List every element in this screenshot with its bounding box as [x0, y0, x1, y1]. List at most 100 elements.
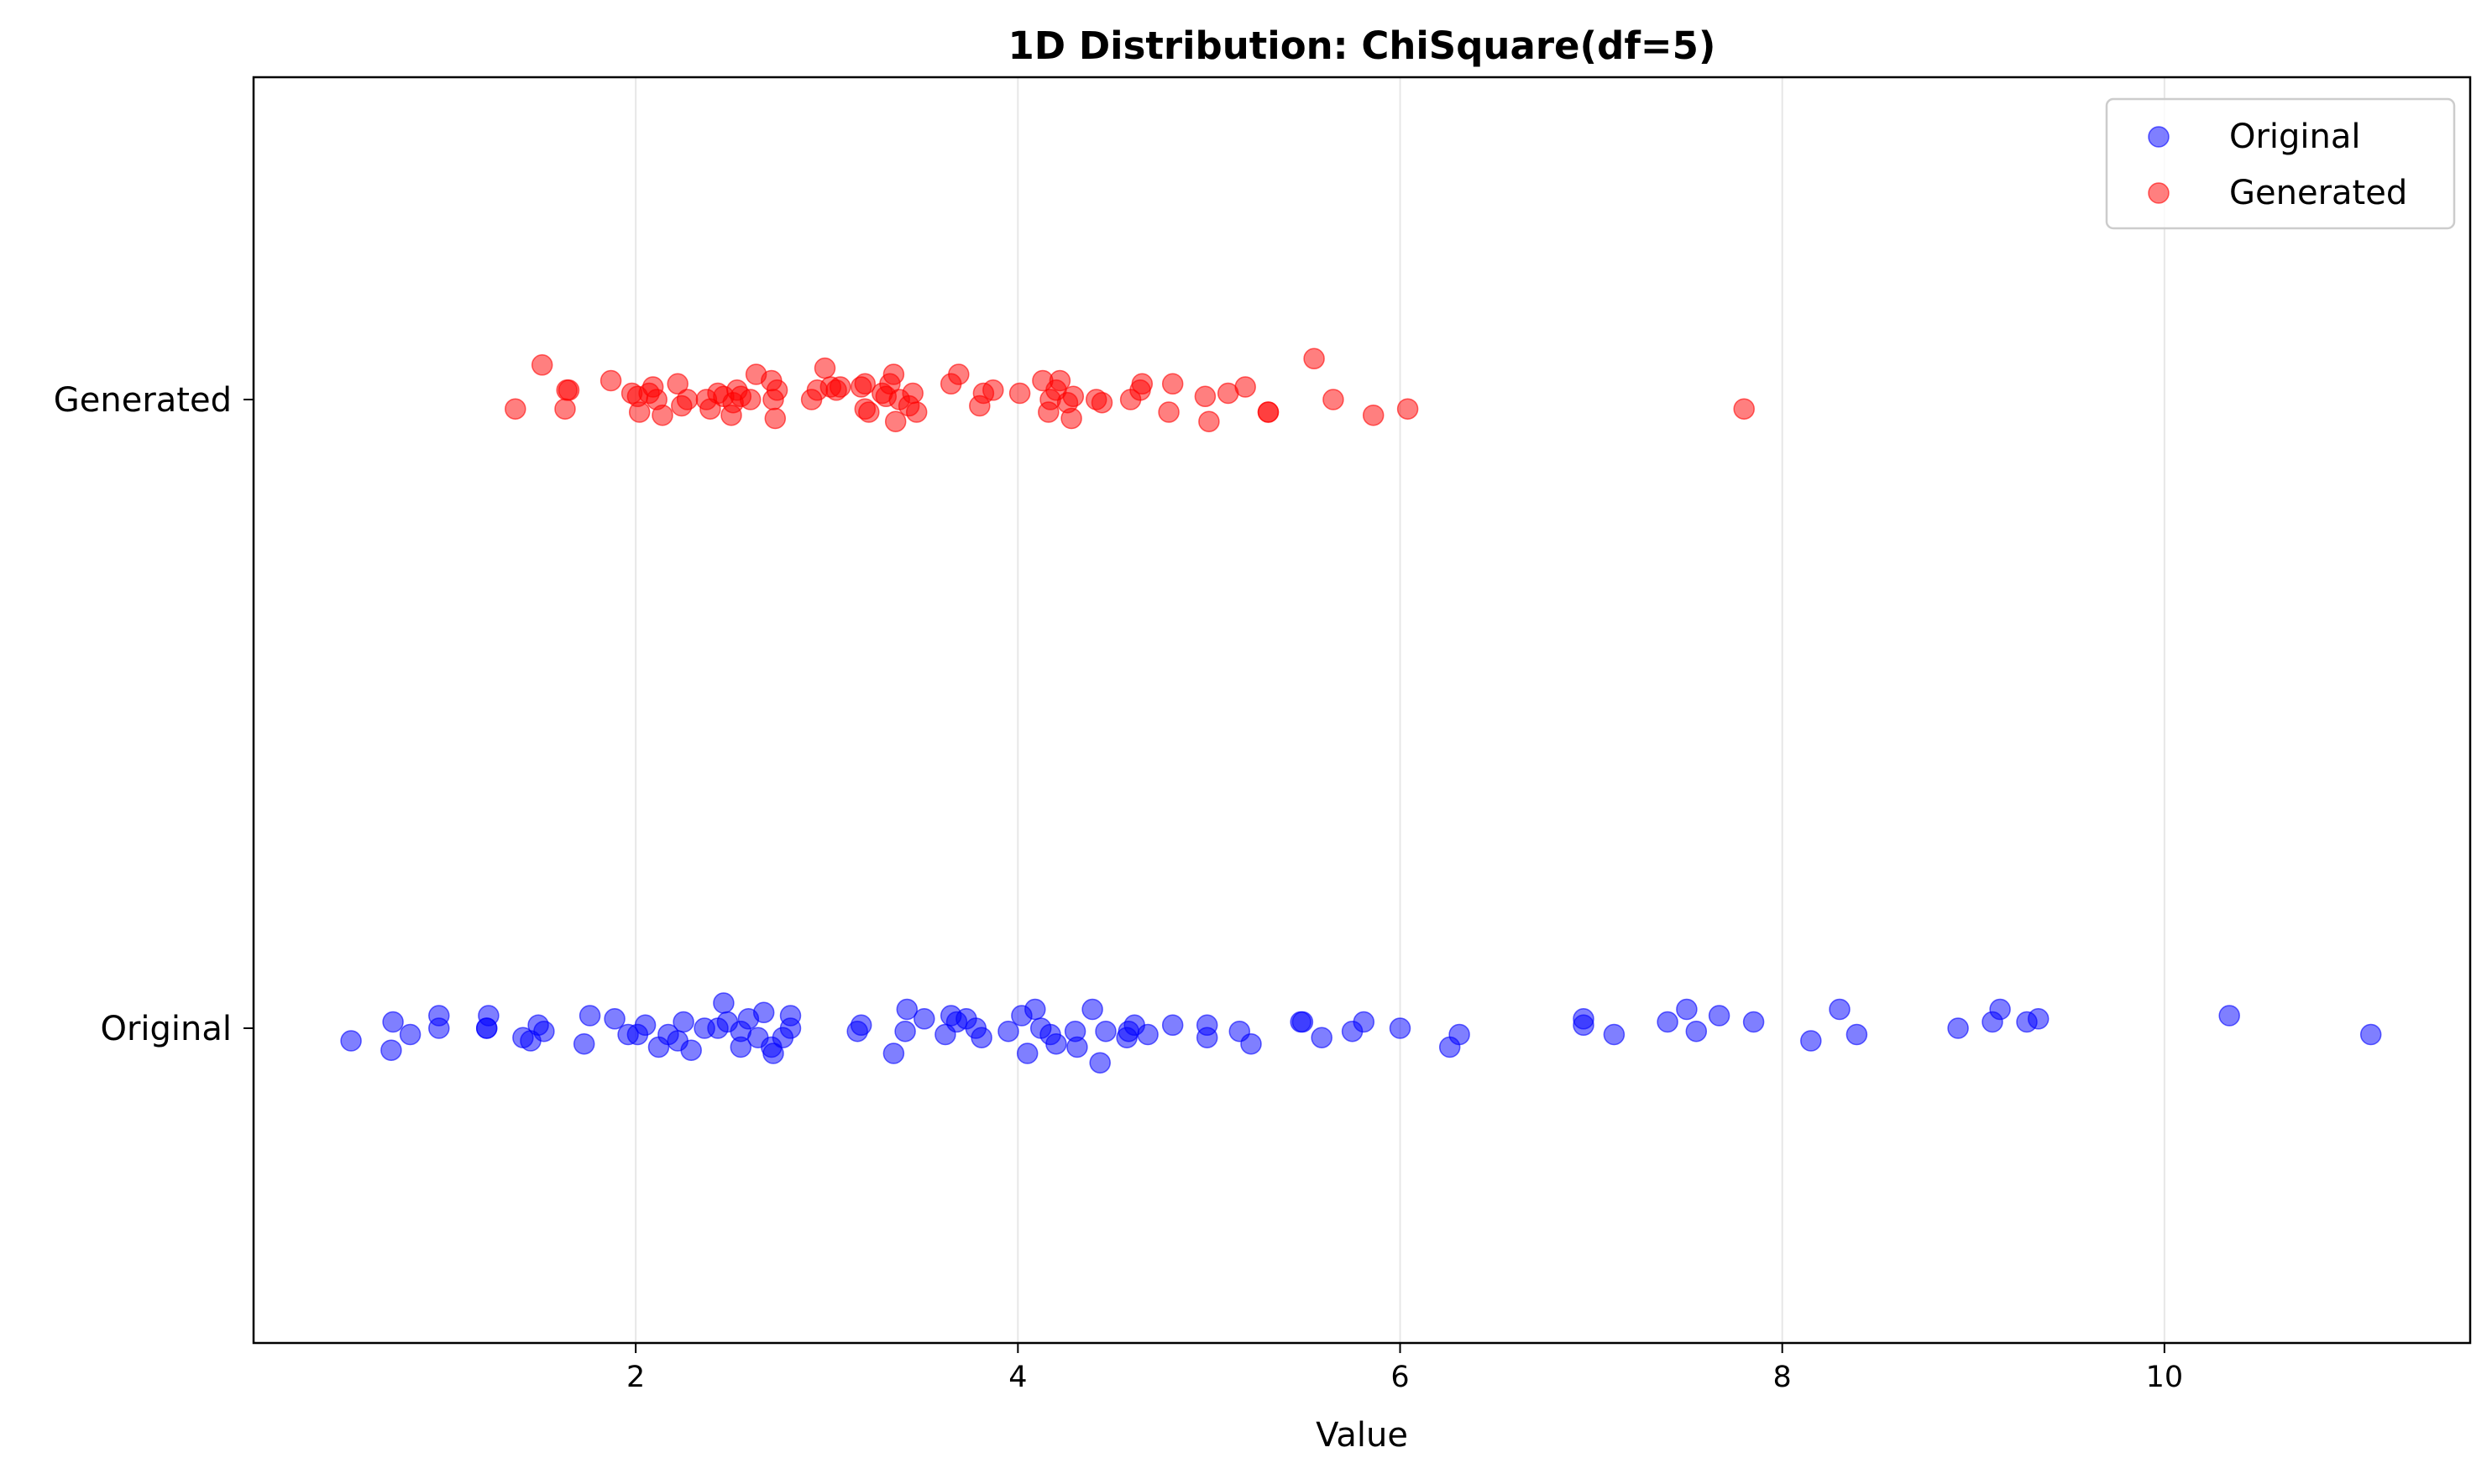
data-point-original	[1137, 1023, 1159, 1046]
data-point-original	[604, 1008, 626, 1030]
legend-label-generated: Generated	[2229, 174, 2407, 212]
data-point-original	[1016, 1042, 1039, 1064]
x-tick-label: 10	[2146, 1361, 2184, 1394]
data-point-original	[1947, 1017, 1969, 1039]
data-point-original	[1353, 1011, 1375, 1033]
data-point-original	[2359, 1023, 2382, 1046]
data-point-original	[1389, 1017, 1411, 1039]
x-tick-label: 8	[1773, 1361, 1792, 1394]
data-point-generated	[1049, 369, 1071, 392]
data-point-original	[894, 1020, 916, 1042]
data-point-original	[1800, 1030, 1822, 1052]
data-point-original	[1448, 1023, 1470, 1046]
data-point-original	[382, 1011, 404, 1033]
legend-frame	[2105, 97, 2456, 230]
data-point-original	[850, 1014, 872, 1037]
grid-layer	[635, 77, 2165, 1343]
data-point-original	[533, 1020, 555, 1042]
data-point-original	[1845, 1023, 1868, 1046]
data-point-original	[1311, 1027, 1332, 1048]
data-point-original	[2218, 1005, 2240, 1027]
data-point-generated	[1257, 401, 1280, 423]
data-point-original	[2027, 1008, 2050, 1030]
data-point-generated	[1008, 382, 1031, 405]
data-point-original	[399, 1023, 421, 1046]
x-tick-label: 6	[1390, 1361, 1409, 1394]
data-point-generated	[1194, 385, 1217, 408]
data-point-generated	[1396, 398, 1419, 420]
data-point-generated	[982, 379, 1004, 401]
data-point-generated	[556, 379, 578, 401]
data-point-original	[1196, 1014, 1218, 1037]
data-point-original	[914, 1008, 935, 1030]
data-point-original	[762, 1042, 784, 1064]
data-point-original	[1095, 1020, 1117, 1042]
data-point-original	[673, 1011, 694, 1033]
legend: Original Generated	[2105, 97, 2456, 230]
data-point-original	[1657, 1011, 1678, 1033]
y-tick-label: Original	[100, 1010, 232, 1048]
data-point-generated	[1091, 391, 1113, 414]
data-point-generated	[667, 373, 688, 395]
data-point-original	[1066, 1036, 1088, 1058]
data-point-generated	[814, 357, 836, 379]
data-point-original	[1240, 1032, 1262, 1055]
data-point-original	[997, 1020, 1019, 1042]
data-point-original	[1573, 1008, 1594, 1030]
data-point-generated	[854, 373, 877, 395]
data-point-original	[578, 1005, 601, 1027]
data-point-generated	[1303, 347, 1325, 370]
data-point-generated	[1060, 407, 1082, 430]
legend-marker-generated	[2148, 182, 2170, 204]
data-point-original	[380, 1039, 402, 1061]
data-point-generated	[599, 369, 622, 392]
data-point-generated	[762, 389, 784, 410]
data-point-original	[1708, 1005, 1730, 1027]
data-point-generated	[882, 363, 905, 385]
data-point-original	[971, 1027, 992, 1048]
chart-title: 1D Distribution: ChiSquare(df=5)	[1008, 24, 1716, 68]
data-point-original	[1989, 998, 2011, 1021]
data-point-generated	[1733, 398, 1755, 420]
data-point-original	[1024, 998, 1046, 1021]
data-point-original	[573, 1032, 595, 1055]
points-layer	[340, 347, 2382, 1074]
series-original	[340, 992, 2382, 1074]
data-point-original	[1089, 1052, 1111, 1074]
data-point-generated	[1062, 385, 1085, 408]
data-point-generated	[554, 398, 576, 420]
series-generated	[505, 347, 1755, 432]
data-point-original	[475, 1017, 498, 1039]
data-point-original	[752, 1001, 775, 1024]
legend-label-original: Original	[2229, 118, 2361, 156]
data-point-original	[882, 1042, 905, 1064]
data-point-generated	[1198, 410, 1220, 432]
data-point-original	[428, 1017, 450, 1039]
data-point-generated	[652, 404, 673, 426]
data-point-original	[1045, 1032, 1067, 1055]
data-point-original	[779, 1005, 802, 1027]
data-point-generated	[628, 401, 651, 423]
data-point-original	[1291, 1011, 1314, 1033]
data-point-generated	[1362, 404, 1385, 426]
data-point-generated	[884, 410, 907, 432]
data-point-generated	[948, 363, 970, 385]
data-point-original	[634, 1014, 657, 1037]
data-point-generated	[1158, 401, 1180, 423]
x-tick-label: 2	[626, 1361, 645, 1394]
data-point-generated	[764, 407, 787, 430]
data-point-original	[896, 998, 919, 1021]
data-point-original	[713, 992, 735, 1014]
data-point-original	[1742, 1011, 1765, 1033]
x-axis-label: Value	[1316, 1416, 1408, 1455]
data-point-original	[1081, 998, 1103, 1021]
axis-layer: 2 4 6 8 10 Original Generated	[54, 381, 2183, 1394]
data-point-generated	[858, 401, 880, 423]
data-point-original	[1685, 1020, 1708, 1042]
data-point-original	[340, 1030, 362, 1052]
data-point-generated	[1161, 373, 1184, 395]
data-point-generated	[829, 376, 851, 398]
